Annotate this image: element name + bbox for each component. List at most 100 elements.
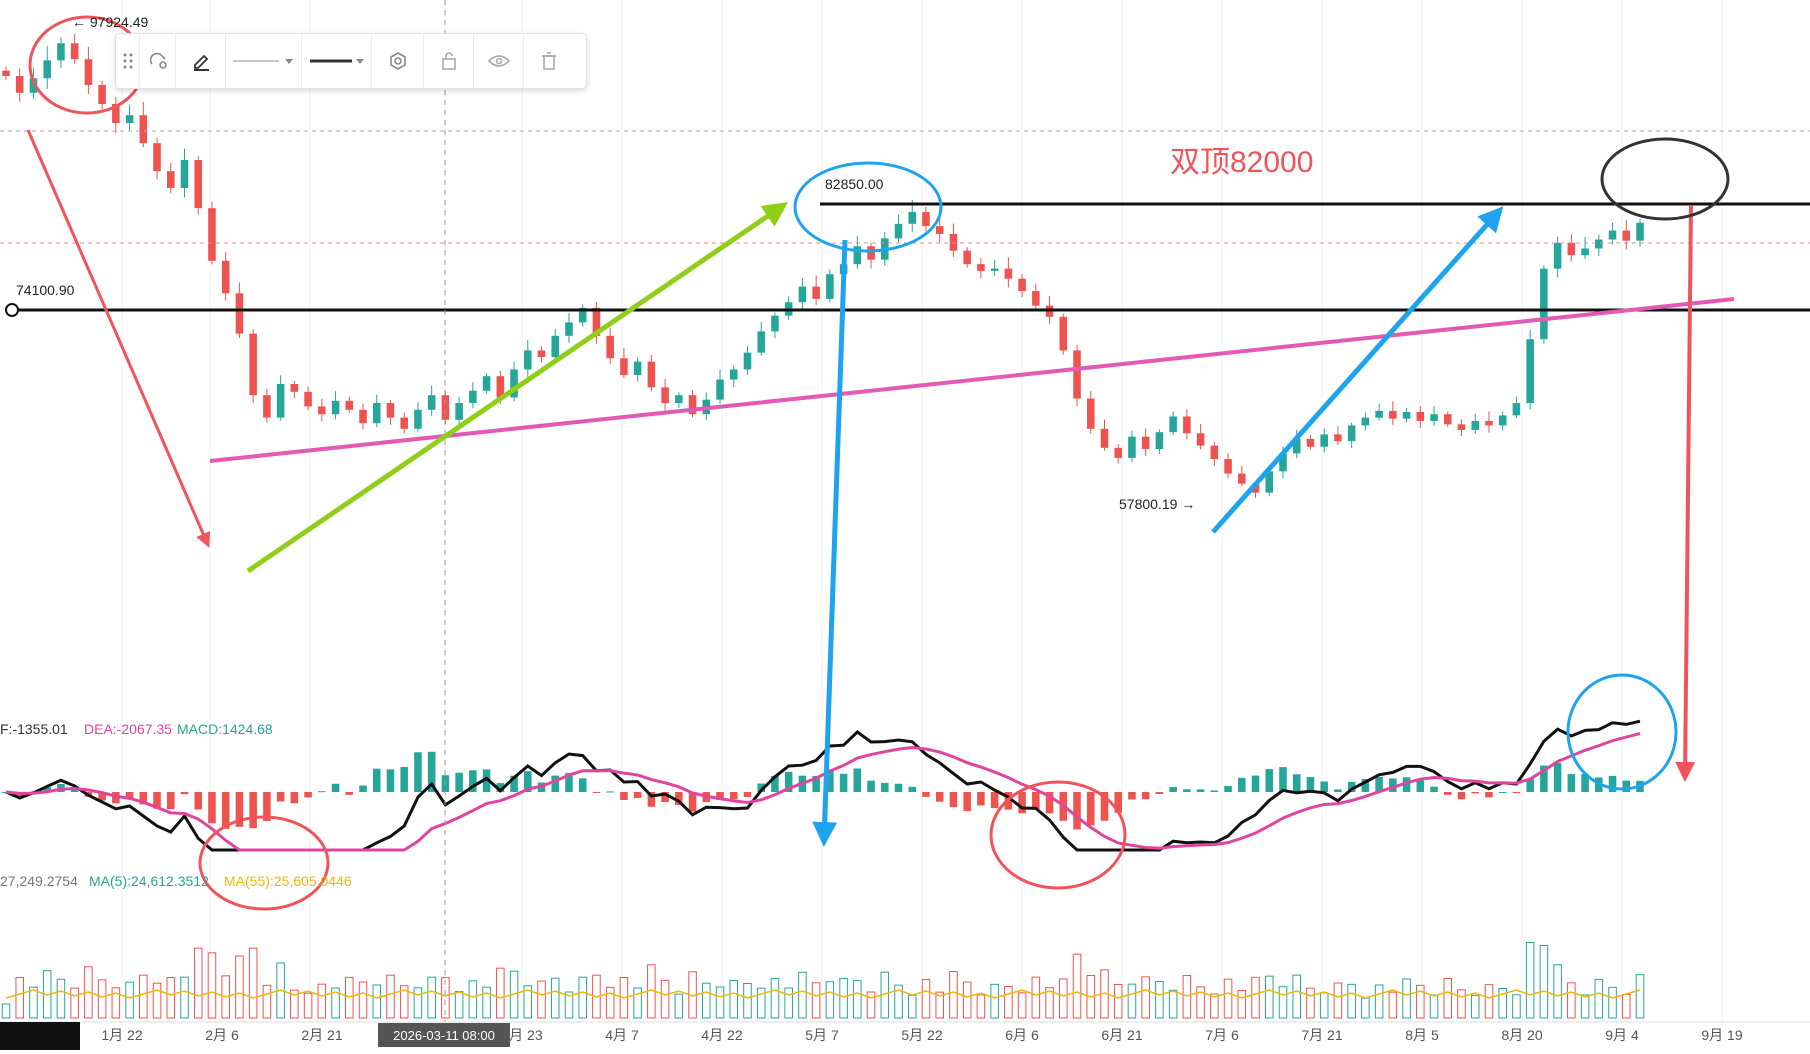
x-tick-label: 5月 22 [901, 1027, 942, 1043]
rising-trendline[interactable] [209, 297, 1735, 463]
macd-histogram-bar [1306, 777, 1315, 792]
candle-body [1073, 350, 1081, 399]
arrow-up-blue[interactable] [1211, 206, 1504, 534]
circle-peak-blue[interactable] [793, 161, 943, 253]
volume-bar [1292, 974, 1301, 1019]
volume-bar [15, 977, 25, 1019]
macd-value-label: MACD:1424.68 [177, 721, 273, 737]
arrow-down-red-right[interactable] [1675, 204, 1696, 782]
candle-body [578, 307, 587, 323]
macd-dea-label: DEA:-2067.35 [84, 721, 172, 737]
candle-body [455, 403, 463, 420]
candle-body [2, 70, 10, 76]
magnet-icon[interactable] [140, 34, 176, 88]
candle-body [1443, 414, 1452, 425]
candle-body [1457, 424, 1466, 430]
settings-icon[interactable] [372, 34, 424, 88]
circle-macd-high[interactable] [1566, 673, 1678, 791]
candle-body [400, 417, 408, 429]
candle-body [963, 250, 971, 265]
candle-body [1416, 412, 1425, 421]
macd-histogram-bar [853, 768, 862, 792]
x-tick-label: 7月 6 [1205, 1027, 1239, 1043]
candle-body [304, 391, 312, 407]
volume-bar [756, 987, 766, 1019]
price-low-label: 57800.19 → [1119, 496, 1195, 512]
volume-bar [303, 992, 313, 1019]
macd-histogram-bar [1292, 774, 1301, 792]
circle-macd-low-2[interactable] [989, 780, 1127, 890]
candle-body [29, 78, 38, 93]
macd-histogram-bar [620, 792, 628, 800]
x-tick-label: 7月 21 [1301, 1027, 1342, 1043]
volume-bar [702, 982, 711, 1019]
candle-body [469, 390, 477, 404]
support-line-handle[interactable] [5, 303, 19, 317]
eye-icon[interactable] [474, 34, 524, 88]
candle-body [386, 403, 395, 418]
volume-bar [907, 994, 917, 1019]
trash-icon[interactable] [524, 34, 574, 88]
candle-body [1238, 473, 1246, 484]
circle-macd-low-1[interactable] [198, 815, 330, 911]
macd-histogram-bar [1073, 792, 1081, 830]
pencil-icon[interactable] [176, 34, 226, 88]
macd-histogram-bar [922, 792, 930, 797]
volume-bar [1608, 986, 1617, 1019]
macd-histogram-bar [647, 792, 656, 807]
macd-histogram-bar [1622, 780, 1631, 792]
macd-histogram-bar [990, 792, 999, 809]
lock-icon[interactable] [424, 34, 474, 88]
volume-bar [1621, 994, 1631, 1019]
candle-body [153, 143, 161, 172]
volume-pane [1, 942, 1645, 1019]
line-style-icon[interactable] [226, 34, 302, 88]
volume-bar [441, 977, 450, 1019]
candle-body [1553, 242, 1562, 269]
macd-histogram-bar [1155, 792, 1164, 794]
candle-body [1032, 291, 1040, 306]
candle-body [1141, 436, 1150, 449]
candle-body [1361, 417, 1370, 426]
x-tick-label: 4月 7 [605, 1027, 639, 1043]
candle-body [894, 223, 903, 239]
macd-histogram-bar [1402, 777, 1411, 792]
volume-bar [1402, 978, 1411, 1019]
arrow-down-red-left[interactable] [26, 129, 211, 548]
volume-bar [468, 980, 478, 1019]
volume-bar [523, 985, 533, 1019]
volume-bar [386, 974, 395, 1019]
macd-histogram-bar [1443, 792, 1452, 795]
candle-body [908, 212, 917, 224]
candle-body [1485, 420, 1493, 426]
volume-bar [784, 987, 793, 1019]
macd-histogram-bar [1361, 779, 1370, 792]
candle-body [716, 379, 724, 400]
drag-handle-icon[interactable] [116, 34, 140, 88]
candle-body [729, 369, 738, 380]
macd-histogram-bar [1567, 774, 1576, 792]
crosshair-date-label: 2026-03-11 08:00 [393, 1028, 495, 1043]
volume-bar [1264, 975, 1274, 1019]
volume-bar [962, 981, 972, 1019]
line-width-icon[interactable] [302, 34, 372, 88]
macd-histogram-bar [784, 771, 793, 792]
candle-body [1086, 398, 1095, 429]
circle-double-top[interactable] [1600, 137, 1730, 221]
macd-histogram-bar [1141, 792, 1150, 800]
arrow-up-green[interactable] [246, 202, 789, 574]
macd-histogram-bar [894, 783, 903, 792]
volume-bar [1567, 982, 1576, 1019]
candle-body [551, 335, 560, 358]
arrow-down-blue[interactable] [812, 239, 848, 847]
candle-body [1608, 230, 1617, 240]
volume-bar [1306, 987, 1315, 1019]
macd-histogram-bar [565, 773, 573, 792]
volume-ma55-line [5, 989, 1641, 999]
x-tick-label: 2月 21 [301, 1027, 342, 1043]
macd-histogram-bar [551, 775, 560, 792]
macd-histogram-bar [661, 792, 669, 803]
x-tick-label: 9月 4 [1605, 1027, 1639, 1043]
candle-body [70, 43, 79, 60]
